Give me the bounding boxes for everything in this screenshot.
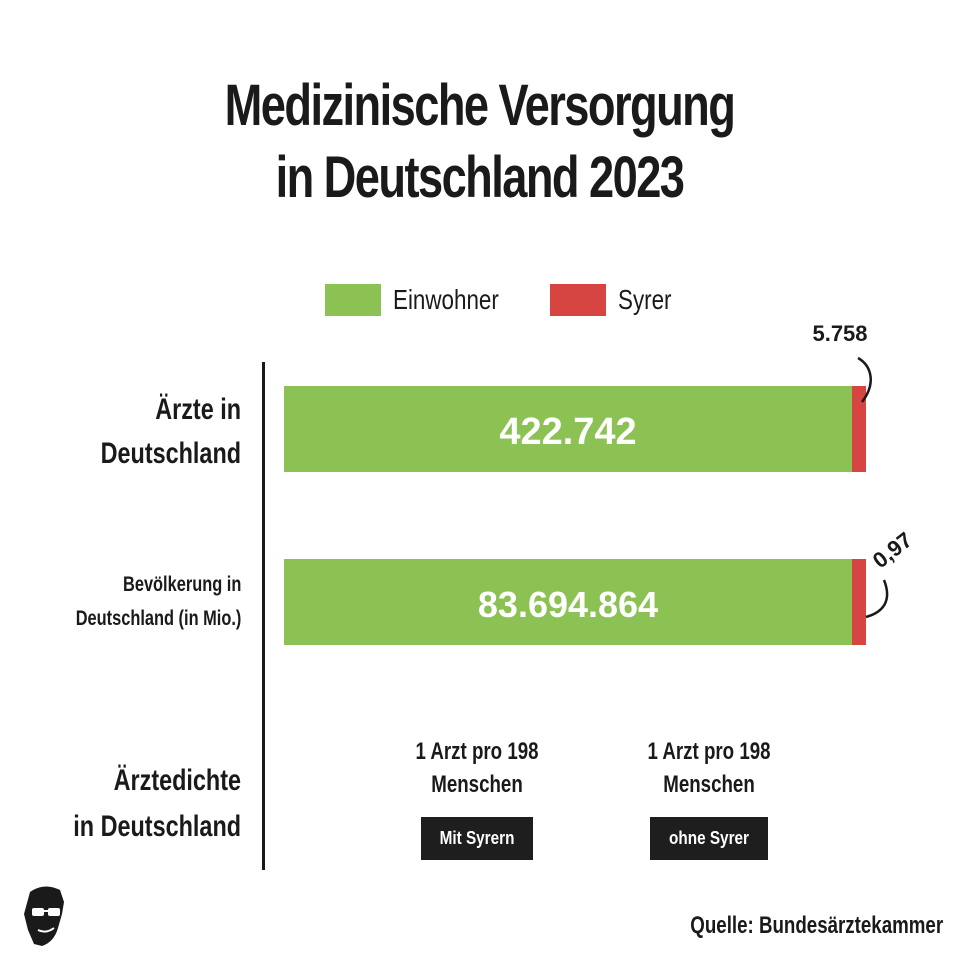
annotation-connector-doctors xyxy=(857,356,872,403)
category-axis-line xyxy=(262,362,265,870)
legend-label-syrer: Syrer xyxy=(618,284,672,315)
annotation-connector-population xyxy=(865,579,889,619)
row-label-doctors: Ärzte in Deutschland xyxy=(101,388,241,476)
density-without-syrians-tag: ohne Syrer xyxy=(649,817,769,860)
bar-doctors-value-label: 422.742 xyxy=(499,411,636,453)
source-note: Quelle: Bundesärztekammer xyxy=(690,912,943,939)
bar-population-syrer xyxy=(852,559,866,645)
bar-doctors-syrer xyxy=(852,386,866,472)
legend-swatch-syrer xyxy=(550,284,606,316)
legend-item-einwohner: Einwohner xyxy=(325,283,525,317)
legend: Einwohner Syrer xyxy=(0,283,959,317)
row-label-doctors-line-1: Ärzte in xyxy=(155,393,241,426)
sunglasses-face-icon xyxy=(20,884,68,957)
density-with-syrians: 1 Arzt pro 198 Menschen Mit Syrern xyxy=(357,735,597,860)
row-label-doctors-line-2: Deutschland xyxy=(100,437,241,470)
density-without-syrians-line-1: 1 Arzt pro 198 xyxy=(647,738,771,765)
chart-title: Medizinische Versorgung in Deutschland 2… xyxy=(105,70,853,214)
row-label-population: Bevölkerung in Deutschland (in Mio.) xyxy=(75,568,241,636)
title-line-1: Medizinische Versorgung xyxy=(224,73,736,138)
title-line-2: in Deutschland 2023 xyxy=(275,145,685,210)
density-without-syrians-tag-text: ohne Syrer xyxy=(669,828,749,848)
row-label-population-line-2: Deutschland (in Mio.) xyxy=(75,607,241,630)
density-with-syrians-line-2: Menschen xyxy=(431,771,523,798)
bar-population-value-label: 83.694.864 xyxy=(478,584,658,625)
row-label-density-line-1: Ärztedichte xyxy=(113,764,241,797)
row-label-density-line-2: in Deutschland xyxy=(73,810,241,843)
legend-swatch-einwohner xyxy=(325,284,381,316)
bar-population-syrer-annotation: 0,97 xyxy=(868,527,917,573)
density-with-syrians-tag-text: Mit Syrern xyxy=(439,828,515,848)
density-with-syrians-tag: Mit Syrern xyxy=(420,817,534,860)
row-label-population-line-1: Bevölkerung in xyxy=(122,573,241,596)
bar-doctors-einwohner xyxy=(284,386,852,472)
density-without-syrians: 1 Arzt pro 198 Menschen ohne Syrer xyxy=(589,735,829,860)
bar-population-einwohner xyxy=(284,559,852,645)
row-label-density: Ärztedichte in Deutschland xyxy=(73,758,241,850)
density-without-syrians-line-2: Menschen xyxy=(663,771,755,798)
legend-item-syrer: Syrer xyxy=(550,283,685,317)
bar-doctors-syrer-annotation: 5.758 xyxy=(812,321,867,346)
density-with-syrians-line-1: 1 Arzt pro 198 xyxy=(415,738,539,765)
legend-label-einwohner: Einwohner xyxy=(393,284,499,315)
